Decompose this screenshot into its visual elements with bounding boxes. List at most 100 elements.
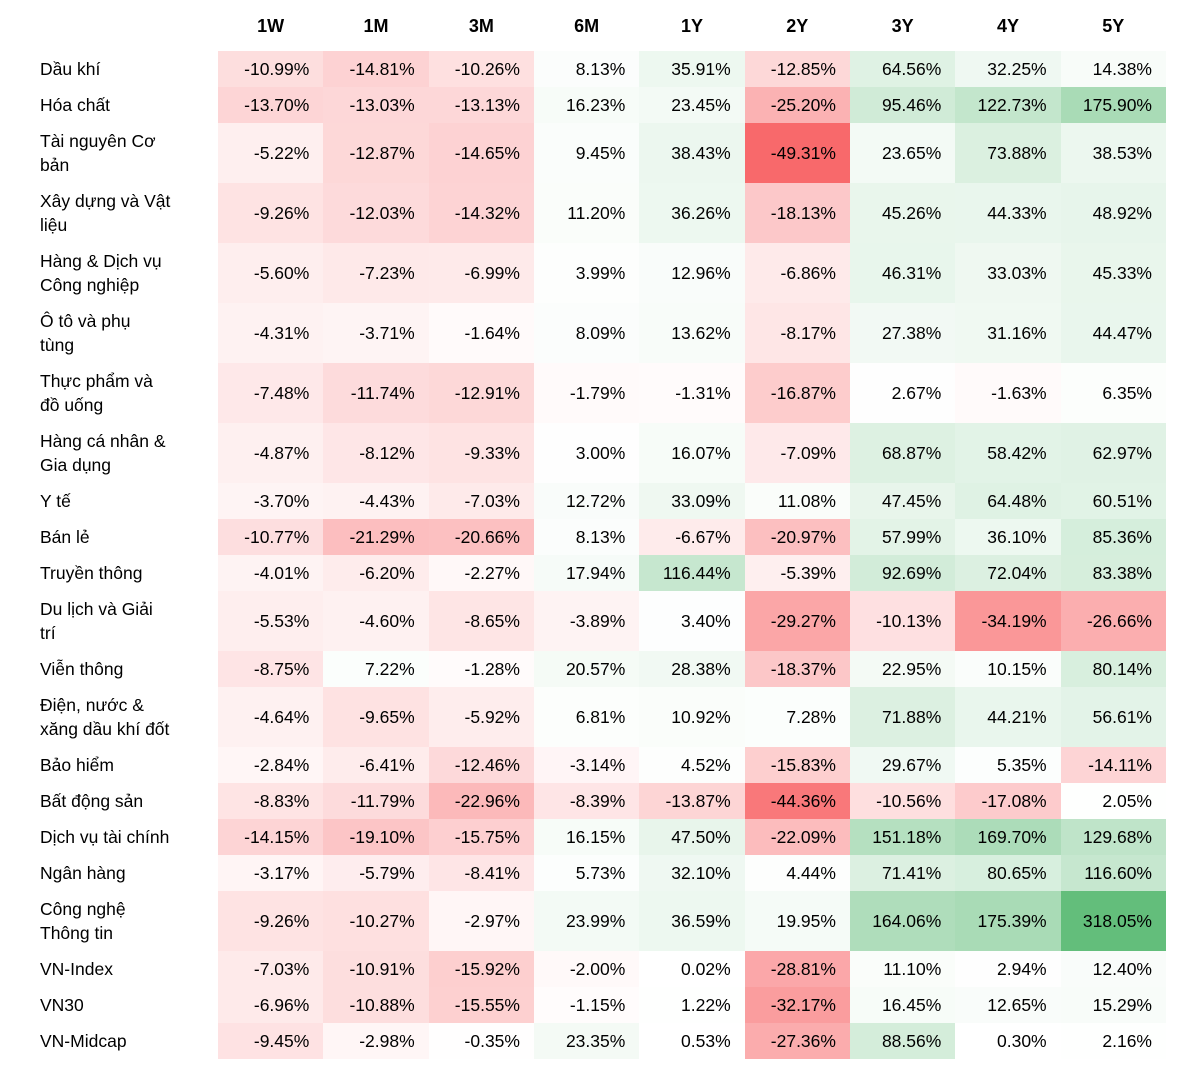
row-label: VN-Midcap bbox=[40, 1023, 218, 1059]
heatmap-cell: 46.31% bbox=[849, 243, 956, 303]
column-header-3y: 3Y bbox=[849, 6, 956, 51]
heatmap-cell: 2.94% bbox=[955, 951, 1061, 987]
heatmap-cell: -4.43% bbox=[323, 483, 429, 519]
heatmap-cell: -10.88% bbox=[323, 987, 429, 1023]
heatmap-cell: 175.39% bbox=[955, 891, 1061, 951]
heatmap-cell: -20.66% bbox=[428, 519, 534, 555]
heatmap-cell: -12.03% bbox=[323, 183, 429, 243]
column-header-1m: 1M bbox=[323, 6, 429, 51]
table-row: Viễn thông -8.75% 7.22% -1.28% 20.57% 28.38% -… bbox=[40, 651, 1166, 687]
heatmap-cell: -1.31% bbox=[639, 363, 745, 423]
heatmap-cell: -14.32% bbox=[428, 183, 534, 243]
heatmap-cell: -4.01% bbox=[218, 555, 324, 591]
row-label: Xây dựng và Vật liệu bbox=[40, 183, 218, 243]
heatmap-cell: -7.03% bbox=[218, 951, 324, 987]
table-row: Y tế -3.70% -4.43% -7.03% 12.72% 33.09% 11.08%… bbox=[40, 483, 1166, 519]
heatmap-cell: 11.20% bbox=[533, 183, 640, 243]
heatmap-cell: 8.13% bbox=[533, 51, 640, 87]
heatmap-cell: 1.22% bbox=[639, 987, 745, 1023]
table-row: Ô tô và phụ tùng -4.31% -3.71% -1.64% 8.09% 1… bbox=[40, 303, 1166, 363]
heatmap-cell: -9.26% bbox=[218, 891, 324, 951]
heatmap-cell: 62.97% bbox=[1060, 423, 1166, 483]
heatmap-cell: -7.09% bbox=[744, 423, 850, 483]
heatmap-cell: 12.65% bbox=[955, 987, 1061, 1023]
heatmap-cell: -1.28% bbox=[428, 651, 534, 687]
heatmap-cell: -1.64% bbox=[428, 303, 534, 363]
column-header-4y: 4Y bbox=[955, 6, 1061, 51]
heatmap-cell: -7.03% bbox=[428, 483, 534, 519]
heatmap-cell: 35.91% bbox=[639, 51, 745, 87]
heatmap-cell: -22.96% bbox=[428, 783, 534, 819]
heatmap-cell: 16.07% bbox=[639, 423, 745, 483]
row-label: Hàng & Dịch vụ Công nghiệp bbox=[40, 243, 218, 303]
heatmap-cell: 32.25% bbox=[955, 51, 1061, 87]
heatmap-cell: 71.41% bbox=[849, 855, 956, 891]
heatmap-cell: -13.70% bbox=[218, 87, 324, 123]
heatmap-cell: -5.39% bbox=[744, 555, 850, 591]
sector-performance-heatmap: 1W 1M 3M 6M 1Y 2Y 3Y 4Y 5Y Dầu khí -10.99% -14.81%… bbox=[40, 6, 1166, 1059]
heatmap-cell: -4.64% bbox=[218, 687, 324, 747]
heatmap-cell: 7.28% bbox=[744, 687, 850, 747]
heatmap-cell: -5.79% bbox=[323, 855, 429, 891]
heatmap-cell: -25.20% bbox=[744, 87, 850, 123]
header-row: 1W 1M 3M 6M 1Y 2Y 3Y 4Y 5Y bbox=[40, 6, 1166, 51]
heatmap-cell: -4.87% bbox=[218, 423, 324, 483]
heatmap-cell: 64.56% bbox=[849, 51, 956, 87]
heatmap-cell: 31.16% bbox=[955, 303, 1061, 363]
table-row: Công nghệ Thông tin -9.26% -10.27% -2.97% 23… bbox=[40, 891, 1166, 951]
row-label: Thực phẩm và đồ uống bbox=[40, 363, 218, 423]
heatmap-cell: 33.09% bbox=[639, 483, 745, 519]
heatmap-cell: -9.65% bbox=[323, 687, 429, 747]
heatmap-header: 1W 1M 3M 6M 1Y 2Y 3Y 4Y 5Y bbox=[40, 6, 1166, 51]
heatmap-cell: 45.33% bbox=[1060, 243, 1166, 303]
heatmap-cell: 88.56% bbox=[849, 1023, 956, 1059]
heatmap-cell: -6.96% bbox=[218, 987, 324, 1023]
table-row: Bán lẻ -10.77% -21.29% -20.66% 8.13% -6.67% -2… bbox=[40, 519, 1166, 555]
heatmap-cell: 23.65% bbox=[849, 123, 956, 183]
heatmap-cell: 164.06% bbox=[849, 891, 956, 951]
heatmap-cell: -2.27% bbox=[428, 555, 534, 591]
column-header-3m: 3M bbox=[428, 6, 534, 51]
heatmap-cell: 0.53% bbox=[639, 1023, 745, 1059]
heatmap-cell: 38.43% bbox=[639, 123, 745, 183]
heatmap-cell: -2.00% bbox=[533, 951, 640, 987]
heatmap-cell: -14.81% bbox=[323, 51, 429, 87]
heatmap-cell: 48.92% bbox=[1060, 183, 1166, 243]
heatmap-body: Dầu khí -10.99% -14.81% -10.26% 8.13% 35.91% -… bbox=[40, 51, 1166, 1059]
table-row: Ngân hàng -3.17% -5.79% -8.41% 5.73% 32.10% 4.… bbox=[40, 855, 1166, 891]
heatmap-cell: -10.27% bbox=[323, 891, 429, 951]
table-row: VN-Midcap -9.45% -2.98% -0.35% 23.35% 0.53% -2… bbox=[40, 1023, 1166, 1059]
heatmap-cell: -14.65% bbox=[428, 123, 534, 183]
heatmap-cell: -6.99% bbox=[428, 243, 534, 303]
row-label: Bán lẻ bbox=[40, 519, 218, 555]
heatmap-cell: -4.31% bbox=[218, 303, 324, 363]
row-label: Viễn thông bbox=[40, 651, 218, 687]
heatmap-cell: 16.15% bbox=[533, 819, 640, 855]
heatmap-cell: 8.13% bbox=[533, 519, 640, 555]
heatmap-cell: -1.15% bbox=[533, 987, 640, 1023]
heatmap-cell: -12.85% bbox=[744, 51, 850, 87]
heatmap-cell: 27.38% bbox=[849, 303, 956, 363]
column-header-1w: 1W bbox=[218, 6, 324, 51]
heatmap-cell: 80.14% bbox=[1060, 651, 1166, 687]
heatmap-cell: -27.36% bbox=[744, 1023, 850, 1059]
heatmap-cell: -17.08% bbox=[955, 783, 1061, 819]
heatmap-cell: -19.10% bbox=[323, 819, 429, 855]
heatmap-cell: -15.83% bbox=[744, 747, 850, 783]
heatmap-cell: -13.03% bbox=[323, 87, 429, 123]
heatmap-cell: -10.26% bbox=[428, 51, 534, 87]
row-label: VN30 bbox=[40, 987, 218, 1023]
table-row: Tài nguyên Cơ bản -5.22% -12.87% -14.65% 9.4… bbox=[40, 123, 1166, 183]
heatmap-cell: -15.92% bbox=[428, 951, 534, 987]
heatmap-cell: 23.99% bbox=[533, 891, 640, 951]
heatmap-cell: -2.84% bbox=[218, 747, 324, 783]
heatmap-cell: -10.99% bbox=[218, 51, 324, 87]
table-row: Truyền thông -4.01% -6.20% -2.27% 17.94% 116.… bbox=[40, 555, 1166, 591]
row-label: Tài nguyên Cơ bản bbox=[40, 123, 218, 183]
table-row: Dầu khí -10.99% -14.81% -10.26% 8.13% 35.91% -… bbox=[40, 51, 1166, 87]
heatmap-cell: -8.39% bbox=[533, 783, 640, 819]
table-row: Bảo hiểm -2.84% -6.41% -12.46% -3.14% 4.52% -1… bbox=[40, 747, 1166, 783]
heatmap-cell: -3.71% bbox=[323, 303, 429, 363]
heatmap-cell: 23.45% bbox=[639, 87, 745, 123]
